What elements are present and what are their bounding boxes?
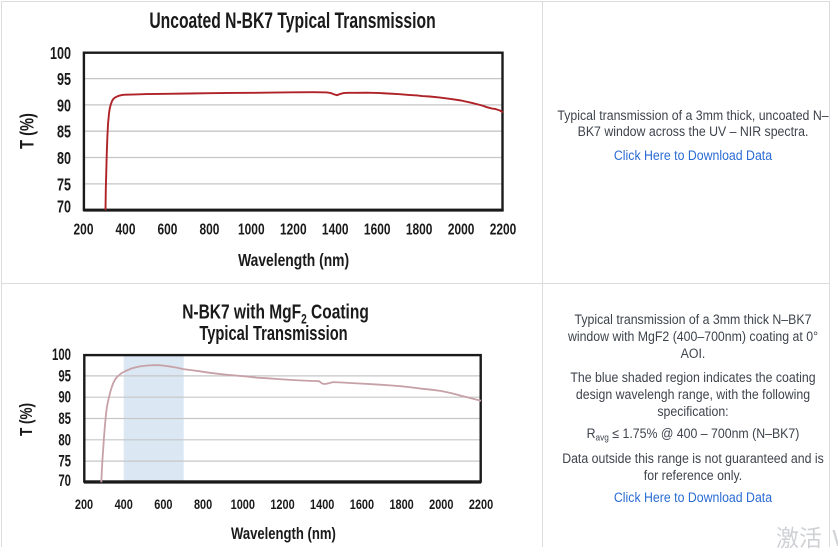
svg-text:1200: 1200 [280, 220, 307, 238]
svg-text:75: 75 [58, 452, 71, 471]
svg-text:Wavelength (nm): Wavelength (nm) [231, 524, 336, 543]
svg-text:N-BK7 with MgF2 Coating: N-BK7 with MgF2 Coating [182, 299, 369, 327]
svg-text:400: 400 [116, 220, 136, 238]
svg-text:Uncoated N-BK7 Typical Transmi: Uncoated N-BK7 Typical Transmission [149, 9, 435, 33]
svg-text:1800: 1800 [406, 220, 433, 238]
svg-text:Typical Transmission: Typical Transmission [199, 322, 347, 345]
svg-text:75: 75 [57, 175, 71, 195]
svg-text:70: 70 [58, 471, 71, 490]
svg-text:600: 600 [154, 496, 172, 512]
svg-text:800: 800 [199, 220, 219, 238]
svg-text:600: 600 [157, 220, 177, 238]
svg-text:80: 80 [58, 430, 71, 449]
svg-text:200: 200 [74, 220, 94, 238]
svg-text:T (%): T (%) [15, 113, 38, 149]
svg-text:1600: 1600 [364, 220, 391, 238]
svg-text:T (%): T (%) [17, 403, 36, 436]
svg-text:85: 85 [57, 123, 71, 143]
svg-text:70: 70 [57, 197, 71, 217]
svg-text:1800: 1800 [389, 496, 413, 512]
svg-text:400: 400 [115, 496, 133, 512]
svg-text:100: 100 [52, 345, 71, 364]
svg-text:85: 85 [58, 409, 71, 428]
svg-text:95: 95 [57, 70, 71, 90]
svg-text:2000: 2000 [429, 496, 453, 512]
svg-text:80: 80 [57, 149, 71, 169]
svg-text:90: 90 [57, 96, 71, 116]
svg-text:100: 100 [50, 44, 71, 64]
svg-text:1400: 1400 [322, 220, 349, 238]
svg-text:90: 90 [58, 388, 71, 407]
svg-text:2200: 2200 [469, 496, 493, 512]
svg-text:1400: 1400 [310, 496, 334, 512]
svg-text:1200: 1200 [270, 496, 294, 512]
svg-text:95: 95 [58, 366, 71, 385]
svg-text:800: 800 [194, 496, 212, 512]
svg-text:2000: 2000 [448, 220, 475, 238]
svg-text:1000: 1000 [231, 496, 255, 512]
svg-text:Wavelength (nm): Wavelength (nm) [238, 250, 349, 270]
svg-text:200: 200 [75, 496, 93, 512]
svg-text:1000: 1000 [238, 220, 265, 238]
svg-text:1600: 1600 [350, 496, 374, 512]
svg-text:2200: 2200 [490, 220, 517, 238]
